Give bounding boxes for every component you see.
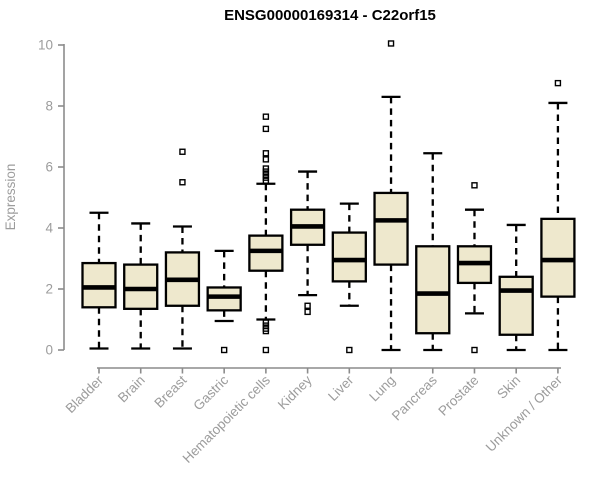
x-label-gastric: Gastric <box>190 372 231 413</box>
outlier-point <box>262 113 270 120</box>
box-brain <box>123 222 159 350</box>
y-tick-label-6: 6 <box>45 160 53 175</box>
outlier-point <box>304 302 311 309</box>
outlier-point <box>179 148 186 155</box>
outlier-point <box>387 40 395 47</box>
y-tick-label-4: 4 <box>45 221 53 236</box>
box-hematopoietic-cells <box>248 113 284 354</box>
box-gastric <box>206 249 242 354</box>
outlier-point <box>262 156 270 163</box>
outlier-point <box>304 308 311 316</box>
x-label-breast: Breast <box>151 372 189 410</box>
chart-title: ENSG00000169314 - C22orf15 <box>224 7 436 24</box>
box-skin <box>498 223 534 352</box>
x-label-lung: Lung <box>366 373 398 405</box>
box-bladder <box>81 211 117 350</box>
box-kidney <box>289 170 326 316</box>
box-unknown-other <box>540 79 576 352</box>
box-prostate <box>456 182 493 354</box>
box-series <box>81 40 576 354</box>
outlier-point <box>471 182 478 189</box>
x-label-liver: Liver <box>325 372 357 404</box>
x-label-unknown-other: Unknown / Other <box>483 372 566 455</box>
y-tick-label-2: 2 <box>45 282 53 297</box>
x-label-pancreas: Pancreas <box>389 372 440 423</box>
outlier-point <box>346 346 353 354</box>
x-label-bladder: Bladder <box>63 372 107 416</box>
outlier-point <box>262 150 270 157</box>
y-axis-title: Expression <box>3 164 18 231</box>
x-label-brain: Brain <box>115 373 148 406</box>
box-breast <box>164 148 201 350</box>
y-tick-label-10: 10 <box>38 38 53 53</box>
outlier-point <box>471 346 478 354</box>
y-axis: 0 2 4 6 8 10 <box>38 38 65 358</box>
x-label-prostate: Prostate <box>435 373 481 419</box>
box-lung <box>373 40 409 352</box>
x-label-kidney: Kidney <box>275 372 315 412</box>
outlier-point <box>262 177 270 184</box>
box-liver <box>331 202 367 354</box>
outlier-point <box>262 346 270 354</box>
outlier-point <box>262 327 270 335</box>
x-label-skin: Skin <box>494 373 523 402</box>
y-tick-label-0: 0 <box>45 343 53 358</box>
outlier-point <box>220 346 228 354</box>
y-tick-label-8: 8 <box>45 99 53 114</box>
outlier-point <box>179 179 186 186</box>
outlier-point <box>262 125 270 133</box>
box-pancreas <box>415 152 451 352</box>
outlier-point <box>554 79 562 87</box>
